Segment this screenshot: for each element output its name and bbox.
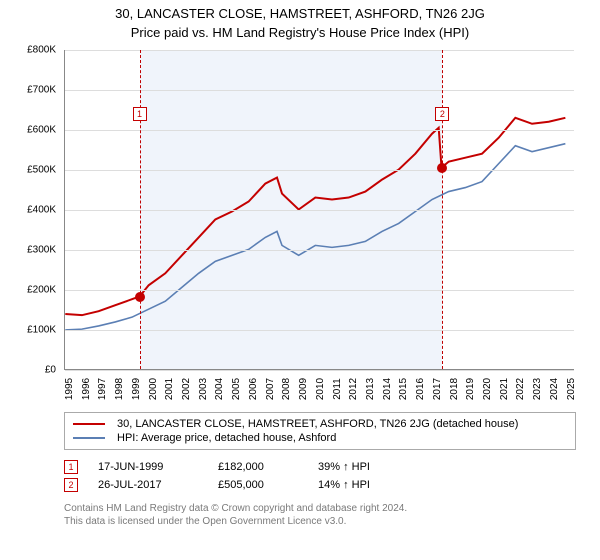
x-tick-label: 2008: [281, 378, 292, 400]
legend-swatch-hpi: [73, 437, 105, 439]
x-tick-label: 2001: [164, 378, 175, 400]
legend-row-hpi: HPI: Average price, detached house, Ashf…: [73, 431, 567, 445]
y-tick-label: £0: [16, 365, 56, 376]
x-tick-label: 2004: [214, 378, 225, 400]
event-line: [140, 50, 141, 369]
gridline-h: [65, 330, 574, 331]
x-tick-label: 1996: [81, 378, 92, 400]
chart: 12 £0£100K£200K£300K£400K£500K£600K£700K…: [20, 46, 580, 406]
sale-date-2: 26-JUL-2017: [98, 479, 198, 491]
x-tick-label: 2018: [449, 378, 460, 400]
x-tick-label: 2006: [248, 378, 259, 400]
gridline-h: [65, 50, 574, 51]
y-tick-label: £800K: [16, 45, 56, 56]
x-tick-label: 2016: [415, 378, 426, 400]
legend: 30, LANCASTER CLOSE, HAMSTREET, ASHFORD,…: [64, 412, 576, 450]
x-tick-label: 2012: [348, 378, 359, 400]
x-tick-label: 1999: [131, 378, 142, 400]
sales-row-2: 2 26-JUL-2017 £505,000 14% ↑ HPI: [64, 476, 576, 494]
x-tick-label: 2017: [432, 378, 443, 400]
x-tick-label: 2023: [532, 378, 543, 400]
x-tick-label: 2009: [298, 378, 309, 400]
legend-label-hpi: HPI: Average price, detached house, Ashf…: [117, 432, 336, 444]
x-tick-label: 2021: [499, 378, 510, 400]
gridline-h: [65, 130, 574, 131]
plot-area: 12: [64, 50, 574, 370]
gridline-h: [65, 90, 574, 91]
sale-date-1: 17-JUN-1999: [98, 461, 198, 473]
x-tick-label: 2010: [315, 378, 326, 400]
gridline-h: [65, 370, 574, 371]
y-tick-label: £500K: [16, 165, 56, 176]
title-line-2: Price paid vs. HM Land Registry's House …: [0, 25, 600, 40]
x-tick-label: 2011: [332, 378, 343, 400]
gridline-h: [65, 170, 574, 171]
sales-row-1: 1 17-JUN-1999 £182,000 39% ↑ HPI: [64, 458, 576, 476]
sale-pct-1: 39% ↑ HPI: [318, 461, 408, 473]
legend-row-property: 30, LANCASTER CLOSE, HAMSTREET, ASHFORD,…: [73, 417, 567, 431]
sale-pct-2: 14% ↑ HPI: [318, 479, 408, 491]
event-line: [442, 50, 443, 369]
y-tick-label: £600K: [16, 125, 56, 136]
x-tick-label: 1998: [114, 378, 125, 400]
x-tick-label: 2025: [566, 378, 577, 400]
x-tick-label: 1997: [97, 378, 108, 400]
y-tick-label: £400K: [16, 205, 56, 216]
y-tick-label: £700K: [16, 85, 56, 96]
chart-title-block: 30, LANCASTER CLOSE, HAMSTREET, ASHFORD,…: [0, 0, 600, 46]
x-tick-label: 2014: [382, 378, 393, 400]
gridline-h: [65, 290, 574, 291]
sale-price-2: £505,000: [218, 479, 298, 491]
footer: Contains HM Land Registry data © Crown c…: [64, 502, 576, 528]
x-tick-label: 2022: [515, 378, 526, 400]
x-tick-label: 2019: [465, 378, 476, 400]
sale-marker-1: 1: [64, 460, 78, 474]
sale-box-2: 2: [435, 107, 449, 121]
x-tick-label: 2005: [231, 378, 242, 400]
sale-box-1: 1: [133, 107, 147, 121]
x-tick-label: 2003: [198, 378, 209, 400]
x-tick-label: 1995: [64, 378, 75, 400]
sales-table: 1 17-JUN-1999 £182,000 39% ↑ HPI 2 26-JU…: [64, 458, 576, 494]
footer-line-1: Contains HM Land Registry data © Crown c…: [64, 502, 576, 515]
y-tick-label: £200K: [16, 285, 56, 296]
x-tick-label: 2024: [549, 378, 560, 400]
y-tick-label: £300K: [16, 245, 56, 256]
x-tick-label: 2020: [482, 378, 493, 400]
sale-dot-1: [135, 292, 145, 302]
sale-price-1: £182,000: [218, 461, 298, 473]
x-tick-label: 2013: [365, 378, 376, 400]
x-tick-label: 2000: [148, 378, 159, 400]
sale-dot-2: [437, 163, 447, 173]
x-tick-label: 2015: [398, 378, 409, 400]
title-line-1: 30, LANCASTER CLOSE, HAMSTREET, ASHFORD,…: [0, 6, 600, 21]
x-tick-label: 2002: [181, 378, 192, 400]
gridline-h: [65, 250, 574, 251]
gridline-h: [65, 210, 574, 211]
sale-marker-2: 2: [64, 478, 78, 492]
legend-swatch-property: [73, 423, 105, 425]
footer-line-2: This data is licensed under the Open Gov…: [64, 515, 576, 528]
y-tick-label: £100K: [16, 325, 56, 336]
x-tick-label: 2007: [265, 378, 276, 400]
legend-label-property: 30, LANCASTER CLOSE, HAMSTREET, ASHFORD,…: [117, 418, 518, 430]
